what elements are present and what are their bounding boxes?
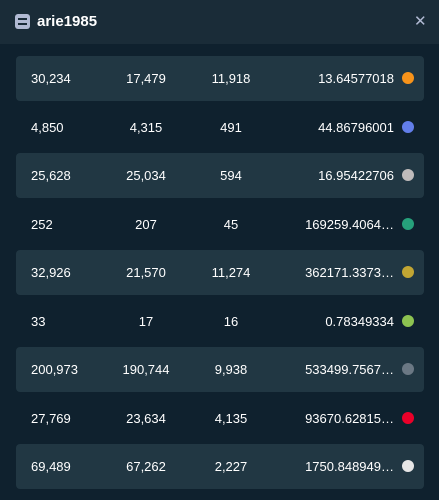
modal-body: 30,234 17,479 11,918 13.64577018 4,850 4,315 4…: [0, 44, 439, 500]
table-cell: 9,938: [214, 362, 248, 377]
table-cell: 13.64577018: [318, 71, 394, 86]
table-row: 27,769 23,634 4,135 93670.62815…: [16, 396, 424, 441]
table-cell: 4,850: [31, 119, 64, 135]
table-cell: 190,744: [122, 362, 170, 377]
table-cell: 207: [135, 216, 157, 232]
table-cell: 25,628: [31, 168, 71, 183]
table-cell: 25,034: [126, 168, 166, 183]
table-cell: 17,479: [126, 71, 166, 86]
table-row: 4,850 4,315 491 44.86796001: [16, 105, 424, 150]
currency-icon: [402, 120, 414, 133]
currency-icon: [402, 266, 414, 278]
table-cell: 169259.4064…: [305, 216, 394, 232]
table-cell: 17: [138, 313, 154, 329]
table-cell: 11,918: [211, 71, 251, 86]
table-cell: 45: [223, 216, 239, 232]
table-cell: 200,973: [31, 362, 78, 377]
currency-icon: [402, 411, 414, 424]
stats-table: 30,234 17,479 11,918 13.64577018 4,850 4,315 4…: [16, 56, 424, 493]
table-cell: 0.78349334: [325, 313, 394, 329]
currency-icon: [402, 217, 414, 230]
table-cell: 93670.62815…: [305, 410, 394, 426]
table-row: 25,628 25,034 594 16.95422706: [16, 153, 424, 198]
table-cell: 491: [220, 119, 242, 135]
table-row: 30,234 17,479 11,918 13.64577018: [16, 56, 424, 101]
table-row: 33 17 16 0.78349334: [16, 299, 424, 344]
modal-header: arie1985 ✕: [0, 0, 439, 44]
table-row: 69,489 67,262 2,227 1750.848949…: [16, 444, 424, 489]
table-cell: 33: [31, 313, 46, 329]
currency-icon: [402, 363, 414, 375]
table-cell: 362171.3373…: [305, 265, 394, 280]
table-cell: 16: [223, 313, 239, 329]
table-cell: 4,135: [214, 410, 248, 426]
table-cell: 594: [220, 168, 242, 183]
table-cell: 27,769: [31, 410, 71, 426]
currency-icon: [402, 72, 414, 84]
table-cell: 69,489: [31, 459, 71, 474]
table-cell: 32,926: [31, 265, 71, 280]
table-cell: 11,274: [211, 265, 251, 280]
table-cell: 44.86796001: [318, 119, 394, 135]
close-button[interactable]: ✕: [414, 13, 427, 30]
table-cell: 252: [31, 216, 53, 232]
table-cell: 2,227: [214, 459, 248, 474]
table-row: 32,926 21,570 11,274 362171.3373…: [16, 250, 424, 295]
table-cell: 67,262: [126, 459, 166, 474]
stats-icon: [15, 14, 30, 29]
modal-title: arie1985: [37, 13, 98, 30]
currency-icon: [402, 314, 414, 327]
table-row: 252 207 45 169259.4064…: [16, 202, 424, 247]
table-cell: 1750.848949…: [305, 459, 394, 474]
table-cell: 533499.7567…: [305, 362, 394, 377]
table-cell: 21,570: [126, 265, 166, 280]
table-row: 200,973 190,744 9,938 533499.7567…: [16, 347, 424, 392]
table-cell: 23,634: [126, 410, 166, 426]
table-cell: 4,315: [129, 119, 163, 135]
currency-icon: [402, 460, 414, 472]
currency-icon: [402, 169, 414, 181]
table-cell: 30,234: [31, 71, 71, 86]
table-cell: 16.95422706: [318, 168, 394, 183]
